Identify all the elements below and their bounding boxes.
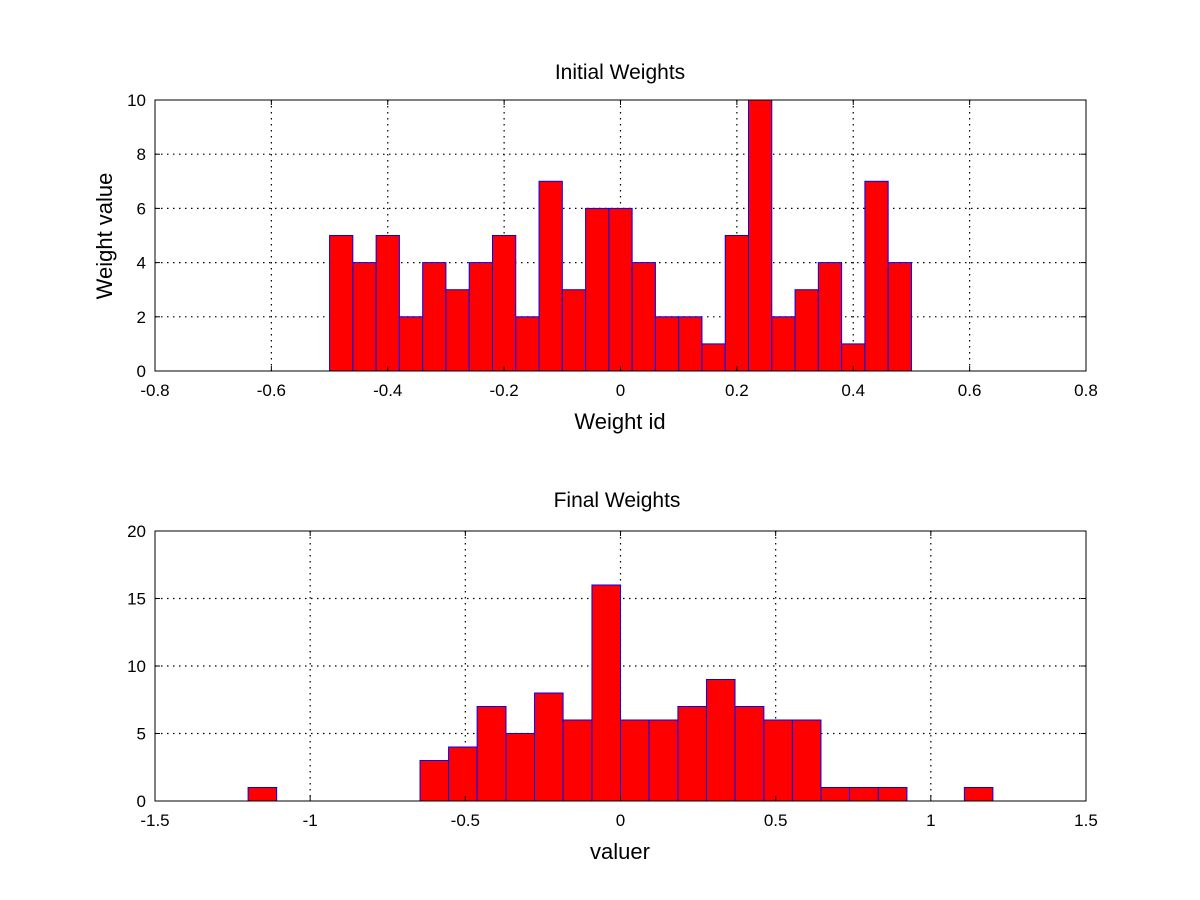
histogram-bar (864, 180, 889, 372)
x-tick-label: -0.4 (373, 381, 402, 400)
histogram-bar (585, 207, 610, 372)
histogram-bar (491, 235, 517, 372)
histogram-bar (877, 787, 908, 802)
histogram-bar (701, 343, 726, 372)
bar-series (247, 584, 994, 802)
y-tick-label: 5 (137, 725, 146, 744)
histogram-bar (849, 787, 879, 802)
chart-title: Final Weights (554, 489, 681, 512)
y-tick-label: 10 (127, 657, 146, 676)
x-tick-label: 0.5 (764, 811, 788, 830)
y-tick-label: 0 (137, 792, 146, 811)
histogram-bar (476, 706, 507, 802)
y-tick-label: 6 (137, 199, 146, 218)
x-tick-label: -1 (303, 811, 318, 830)
y-tick-label: 8 (137, 145, 146, 164)
x-tick-label: -0.2 (489, 381, 518, 400)
y-tick-label: 0 (137, 362, 146, 381)
histogram-bar (771, 316, 796, 372)
histogram-bar (620, 719, 650, 802)
histogram-bar (591, 584, 622, 802)
x-tick-label: 0.2 (725, 381, 749, 400)
histogram-bar (448, 746, 478, 802)
x-tick-label: -0.6 (257, 381, 286, 400)
histogram-bar (608, 207, 633, 372)
histogram-bar (375, 235, 400, 372)
y-tick-label: 10 (127, 91, 146, 110)
histogram-bar (654, 316, 680, 372)
histogram-bar (505, 733, 536, 802)
axis-ticks: -0.8 -0.6 -0.4 -0.2 0 0.2 0.4 0.6 0.8 0 2 4 6 8 10 (127, 91, 1098, 400)
histogram-bar (561, 289, 587, 372)
histogram-bar (419, 760, 450, 802)
x-tick-label: 0 (616, 811, 625, 830)
histogram-bar (794, 289, 819, 372)
y-tick-label: 2 (137, 308, 146, 327)
subplot-initial-weights: Initial Weights Weight value Weight id -… (92, 61, 1098, 434)
bar-series (329, 99, 912, 372)
histogram-bar (763, 719, 793, 802)
histogram-bar (534, 692, 564, 802)
y-tick-label: 15 (127, 590, 146, 609)
x-axis-label: valuer (590, 839, 650, 864)
histogram-bar (352, 262, 377, 372)
x-tick-label: 0.6 (958, 381, 982, 400)
histogram-bar (734, 706, 765, 802)
x-tick-label: 0.8 (1074, 381, 1098, 400)
histogram-bar (631, 262, 656, 372)
histogram-bar (247, 787, 278, 802)
histogram-bar (791, 719, 822, 802)
histogram-bar (445, 289, 470, 372)
histogram-bar (817, 262, 843, 372)
histogram-bar (887, 262, 912, 372)
histogram-bar (422, 262, 447, 372)
histogram-bar (705, 679, 736, 802)
x-tick-label: 0.4 (841, 381, 865, 400)
histogram-bar (678, 316, 703, 372)
chart-title: Initial Weights (555, 61, 685, 84)
histogram-bar (538, 180, 563, 372)
histogram-bar (820, 787, 851, 802)
histogram-bar (724, 235, 750, 372)
histogram-bar (963, 787, 994, 802)
x-tick-label: -0.8 (140, 381, 169, 400)
histogram-bar (468, 262, 493, 372)
axis-ticks: -1.5 -1 -0.5 0 0.5 1 1.5 0 5 10 15 20 (127, 522, 1098, 830)
x-axis-label: Weight id (574, 409, 665, 434)
histogram-bar (748, 99, 773, 372)
histogram-bar (648, 719, 679, 802)
histogram-bar (562, 719, 593, 802)
subplot-final-weights: Final Weights valuer -1.5 -1 -0.5 0 0.5 1 1.5 0… (127, 489, 1098, 864)
y-tick-label: 20 (127, 522, 146, 541)
histogram-bar (329, 235, 354, 372)
histogram-bar (398, 316, 424, 372)
x-tick-label: 0 (616, 381, 625, 400)
histogram-bar (677, 706, 707, 802)
histogram-bar (515, 316, 540, 372)
x-tick-label: 1.5 (1074, 811, 1098, 830)
x-tick-label: 1 (926, 811, 935, 830)
y-tick-label: 4 (137, 254, 146, 273)
x-tick-label: -0.5 (451, 811, 480, 830)
y-axis-label: Weight value (92, 173, 117, 300)
x-tick-label: -1.5 (140, 811, 169, 830)
